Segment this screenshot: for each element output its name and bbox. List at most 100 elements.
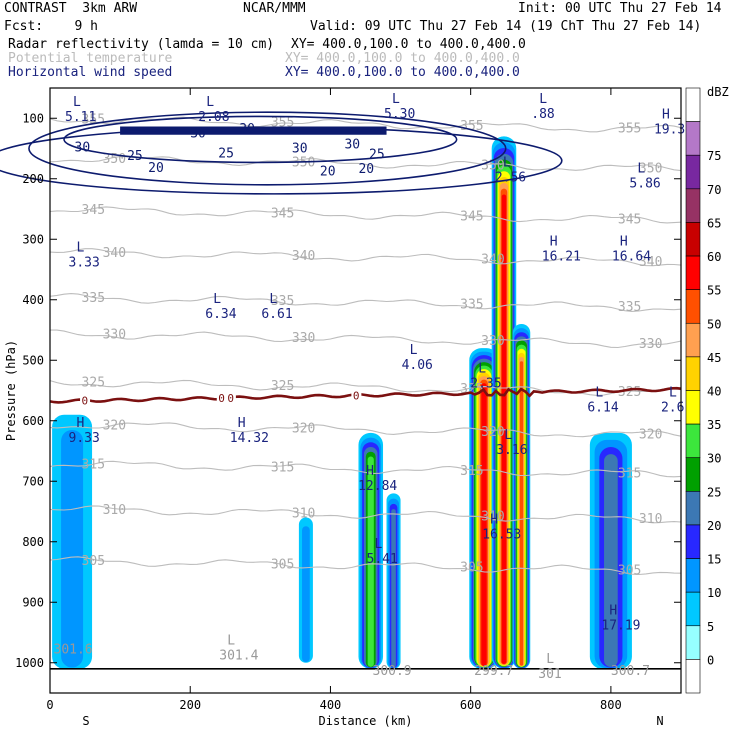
extremum-value-16: 9.33: [69, 431, 100, 446]
theta-contours: [49, 116, 682, 576]
extremum-value-21: 5.41: [367, 552, 398, 567]
theta-label-310-2: 310: [481, 510, 504, 525]
extremum-value-26: 299.7: [474, 664, 513, 679]
reflectivity-cell-5-level-10: [501, 194, 507, 664]
theta-label-320-1: 320: [292, 422, 315, 437]
theta-contour-315: [49, 460, 682, 478]
reflectivity-cell-2-level-5: [367, 456, 374, 667]
theta-label-310-0: 310: [103, 503, 126, 518]
theta-label-335-2: 335: [460, 297, 483, 312]
colorbar-label-60: 60: [707, 250, 721, 264]
plot-frame: [49, 87, 682, 694]
extremum-value-13: 2.35: [470, 376, 501, 391]
wind-label-5: 25: [218, 146, 234, 161]
theta-label-340-2: 340: [481, 252, 504, 267]
extremum-marker-17: H: [238, 416, 246, 431]
wind-label-0: 30: [75, 140, 91, 155]
wind-contour-25: [28, 111, 507, 186]
x-end-label-left: S: [82, 714, 89, 728]
extremum-value-4: 19.3: [654, 122, 685, 137]
extremum-value-14: 6.14: [587, 401, 618, 416]
wind-label-6: 30: [292, 142, 308, 157]
extremum-marker-10: L: [213, 292, 221, 307]
field-xy-wind: XY= 400.0,100.0 to 400.0,400.0: [285, 65, 520, 80]
y-tick-label-300: 300: [22, 232, 44, 246]
colorbar-segment-14: [685, 188, 701, 223]
extremum-value-28: 300.7: [611, 664, 650, 679]
extremum-marker-21: L: [375, 537, 383, 552]
colorbar-segment-1: [685, 625, 701, 660]
y-tick-label-100: 100: [22, 111, 44, 125]
colorbar-label-25: 25: [707, 485, 721, 499]
extremum-marker-7: L: [77, 240, 85, 255]
freezing-label-bg-3: [351, 389, 362, 401]
extremum-marker-12: L: [410, 343, 418, 358]
field-xy-reflectivity: XY= 400.0,100.0 to 400.0,400.0: [291, 37, 526, 52]
theta-label-325-0: 325: [82, 376, 105, 391]
colorbar-label-70: 70: [707, 183, 721, 197]
theta-label-315-2: 315: [460, 464, 483, 479]
colorbar-label-0: 0: [707, 653, 714, 667]
theta-label-335-1: 335: [271, 294, 294, 309]
extremum-marker-14: L: [595, 386, 603, 401]
wind-contours: [0, 111, 563, 195]
reflectivity-cells: [52, 136, 632, 669]
extremum-marker-11: L: [269, 292, 277, 307]
extremum-value-8: 16.21: [542, 249, 581, 264]
theta-label-330-0: 330: [103, 328, 126, 343]
extremum-marker-23: L: [227, 634, 235, 649]
model-title: CONTRAST 3km ARW: [4, 1, 138, 16]
forecast-hour: Fcst: 9 h: [4, 19, 98, 34]
extremum-value-17: 14.32: [230, 431, 269, 446]
theta-contour-335: [49, 293, 682, 312]
extremum-marker-1: L: [206, 95, 214, 110]
extremum-value-19: 12.84: [358, 479, 397, 494]
colorbar-segment-10: [685, 322, 701, 358]
wind-label-7: 30: [344, 137, 360, 152]
y-tick-label-400: 400: [22, 293, 44, 307]
x-tick-label-400: 400: [320, 698, 342, 712]
colorbar-label-35: 35: [707, 418, 721, 432]
colorbar-segment-12: [685, 255, 701, 290]
x-axis-title: Distance (km): [319, 714, 413, 728]
extremum-value-6: 5.86: [629, 177, 660, 192]
theta-contour-340: [49, 248, 682, 267]
extremum-marker-0: L: [73, 95, 81, 110]
colorbar-segment-13: [685, 222, 701, 257]
freezing-label-1: 0: [218, 392, 225, 405]
colorbar-label-10: 10: [707, 586, 721, 600]
extremum-value-18: 3.16: [496, 443, 527, 458]
freezing-label-3: 0: [353, 390, 360, 403]
extremum-value-10: 6.34: [205, 307, 236, 322]
freezing-label-bg-0: [80, 394, 91, 406]
colorbar-label-75: 75: [707, 149, 721, 163]
wind-label-3: 30: [190, 126, 206, 141]
extremum-marker-6: L: [637, 162, 645, 177]
extremum-value-20: 16.53: [482, 528, 521, 543]
field-label-theta: Potential temperature: [8, 51, 173, 66]
colorbar-label-30: 30: [707, 452, 721, 466]
valid-time: Valid: 09 UTC Thu 27 Feb 14 (19 ChT Thu …: [310, 19, 702, 34]
extremum-value-2: 5.30: [384, 107, 415, 122]
theta-label-350-1: 350: [292, 155, 315, 170]
colorbar-label-65: 65: [707, 216, 721, 230]
colorbar-segment-4: [685, 524, 701, 559]
wind-label-4: 30: [239, 122, 255, 137]
theta-label-330-2: 330: [481, 334, 504, 349]
colorbar-segment-2: [685, 591, 701, 627]
colorbar-label-15: 15: [707, 553, 721, 567]
theta-contour-345: [49, 206, 682, 224]
colorbar-segment-5: [685, 491, 701, 526]
theta-label-355-0: 355: [82, 112, 105, 127]
field-label-reflectivity: Radar reflectivity (lamda = 10 cm): [8, 37, 275, 52]
colorbar-segment-16: [685, 121, 701, 156]
wind-label-10: 20: [358, 162, 374, 177]
extremum-value-25: 300.9: [373, 664, 412, 679]
y-tick-label-700: 700: [22, 474, 44, 488]
extremum-marker-20: H: [490, 513, 498, 528]
y-tick-label-600: 600: [22, 414, 44, 428]
wind-label-9: 20: [320, 164, 336, 179]
theta-label-320-2: 320: [481, 425, 504, 440]
extremum-marker-2: L: [392, 92, 400, 107]
